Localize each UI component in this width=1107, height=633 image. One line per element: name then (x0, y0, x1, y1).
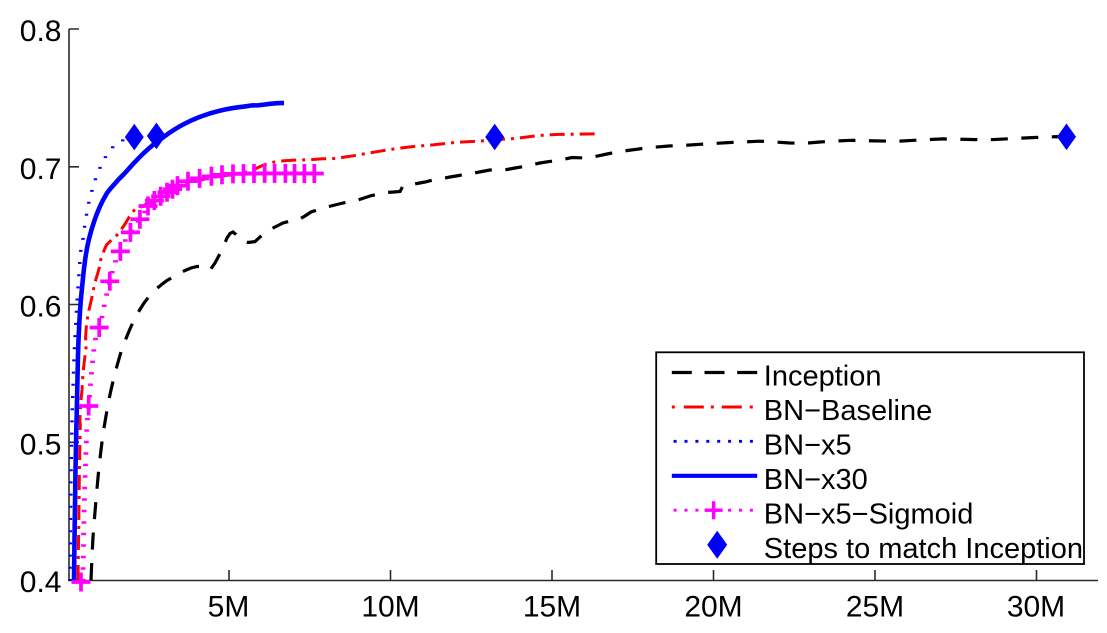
svg-text:0.4: 0.4 (20, 566, 62, 599)
svg-text:BN−x5−Sigmoid: BN−x5−Sigmoid (764, 498, 974, 530)
svg-text:5M: 5M (208, 590, 250, 623)
svg-text:0.7: 0.7 (20, 153, 62, 186)
svg-text:BN−x5: BN−x5 (764, 430, 852, 462)
svg-text:15M: 15M (523, 590, 581, 623)
svg-text:BN−Baseline: BN−Baseline (764, 395, 932, 427)
svg-text:20M: 20M (684, 590, 742, 623)
svg-text:Steps to match Inception: Steps to match Inception (764, 533, 1083, 565)
svg-text:0.5: 0.5 (20, 428, 62, 461)
svg-text:25M: 25M (846, 590, 904, 623)
svg-text:0.6: 0.6 (20, 291, 62, 324)
svg-text:0.8: 0.8 (20, 15, 62, 48)
svg-text:BN−x30: BN−x30 (764, 464, 868, 496)
svg-text:Inception: Inception (764, 361, 882, 393)
svg-text:10M: 10M (361, 590, 419, 623)
svg-text:30M: 30M (1007, 590, 1065, 623)
